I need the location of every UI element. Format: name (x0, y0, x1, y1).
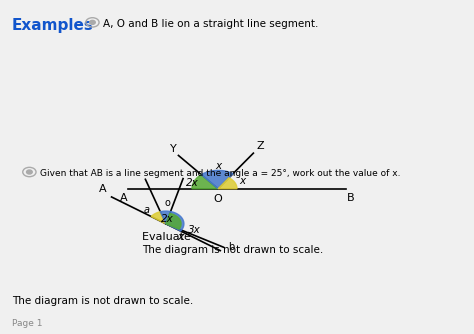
Text: Examples: Examples (12, 18, 94, 33)
Text: Y: Y (170, 144, 177, 154)
Text: A: A (119, 193, 127, 203)
Text: b: b (228, 242, 234, 252)
Polygon shape (218, 178, 237, 189)
Text: A: A (99, 184, 107, 194)
Circle shape (90, 20, 95, 24)
Text: 2x: 2x (186, 178, 199, 188)
Polygon shape (160, 211, 184, 231)
Text: 2x: 2x (161, 214, 174, 224)
Text: The diagram is not drawn to scale.: The diagram is not drawn to scale. (12, 296, 193, 306)
Text: O: O (214, 194, 222, 204)
Text: Evaluate: Evaluate (142, 232, 194, 242)
Polygon shape (192, 175, 218, 189)
Text: o: o (164, 198, 170, 208)
Text: a: a (144, 205, 150, 215)
Text: x: x (239, 176, 246, 186)
Polygon shape (166, 213, 181, 229)
Text: The diagram is not drawn to scale.: The diagram is not drawn to scale. (142, 245, 323, 255)
Text: A, O and B lie on a straight line segment.: A, O and B lie on a straight line segmen… (103, 19, 318, 29)
Text: B: B (347, 193, 355, 203)
Text: Page 1: Page 1 (12, 319, 42, 328)
Text: 3x: 3x (188, 225, 201, 234)
Text: x: x (177, 232, 183, 242)
Polygon shape (151, 212, 166, 224)
Circle shape (27, 170, 32, 174)
Text: Given that AB is a line segment and the angle a = 25°, work out the value of x.: Given that AB is a line segment and the … (40, 169, 401, 178)
Text: Z: Z (257, 142, 264, 152)
Text: x: x (215, 161, 221, 171)
Polygon shape (201, 170, 233, 189)
